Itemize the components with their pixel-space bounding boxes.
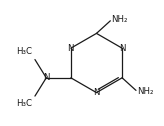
Text: N: N: [43, 73, 50, 82]
Text: NH₂: NH₂: [112, 15, 128, 24]
Text: N: N: [93, 88, 100, 97]
Text: H₃C: H₃C: [16, 99, 32, 108]
Text: N: N: [68, 44, 74, 53]
Text: NH₂: NH₂: [137, 87, 154, 96]
Text: H₃C: H₃C: [16, 47, 32, 56]
Text: N: N: [119, 44, 125, 53]
